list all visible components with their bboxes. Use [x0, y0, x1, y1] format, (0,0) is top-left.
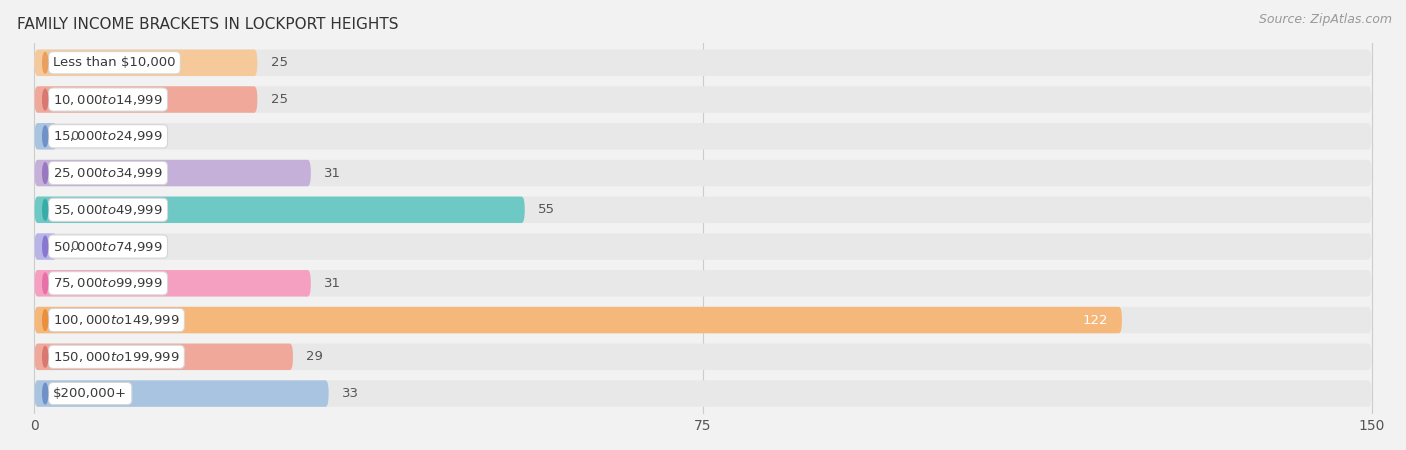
Circle shape	[42, 273, 48, 293]
Text: Less than $10,000: Less than $10,000	[53, 56, 176, 69]
Circle shape	[42, 383, 48, 404]
Text: 29: 29	[307, 350, 323, 363]
FancyBboxPatch shape	[35, 197, 1371, 223]
FancyBboxPatch shape	[35, 233, 1371, 260]
FancyBboxPatch shape	[35, 270, 311, 297]
FancyBboxPatch shape	[35, 123, 56, 149]
Circle shape	[42, 89, 48, 110]
Text: 0: 0	[70, 240, 79, 253]
Circle shape	[42, 346, 48, 367]
FancyBboxPatch shape	[35, 86, 1371, 113]
FancyBboxPatch shape	[35, 197, 524, 223]
FancyBboxPatch shape	[35, 380, 1371, 407]
Text: 31: 31	[325, 166, 342, 180]
FancyBboxPatch shape	[35, 123, 1371, 149]
FancyBboxPatch shape	[35, 233, 56, 260]
Text: 25: 25	[271, 93, 288, 106]
Text: $15,000 to $24,999: $15,000 to $24,999	[53, 129, 163, 143]
FancyBboxPatch shape	[35, 344, 1371, 370]
Text: $25,000 to $34,999: $25,000 to $34,999	[53, 166, 163, 180]
Text: $150,000 to $199,999: $150,000 to $199,999	[53, 350, 180, 364]
FancyBboxPatch shape	[35, 380, 329, 407]
Text: Source: ZipAtlas.com: Source: ZipAtlas.com	[1258, 14, 1392, 27]
Circle shape	[42, 126, 48, 147]
Circle shape	[42, 236, 48, 257]
Text: $50,000 to $74,999: $50,000 to $74,999	[53, 239, 163, 253]
Circle shape	[42, 199, 48, 220]
Text: 25: 25	[271, 56, 288, 69]
FancyBboxPatch shape	[35, 50, 257, 76]
Text: FAMILY INCOME BRACKETS IN LOCKPORT HEIGHTS: FAMILY INCOME BRACKETS IN LOCKPORT HEIGH…	[17, 17, 398, 32]
FancyBboxPatch shape	[35, 307, 1371, 333]
FancyBboxPatch shape	[35, 160, 1371, 186]
Text: $75,000 to $99,999: $75,000 to $99,999	[53, 276, 163, 290]
FancyBboxPatch shape	[35, 160, 311, 186]
Text: 33: 33	[342, 387, 359, 400]
FancyBboxPatch shape	[35, 86, 257, 113]
Circle shape	[42, 310, 48, 330]
Text: 0: 0	[70, 130, 79, 143]
Text: $10,000 to $14,999: $10,000 to $14,999	[53, 93, 163, 107]
FancyBboxPatch shape	[35, 270, 1371, 297]
Circle shape	[42, 53, 48, 73]
Text: 31: 31	[325, 277, 342, 290]
Circle shape	[42, 163, 48, 183]
Text: 55: 55	[538, 203, 555, 216]
Text: 122: 122	[1083, 314, 1108, 327]
FancyBboxPatch shape	[35, 307, 1122, 333]
Text: $35,000 to $49,999: $35,000 to $49,999	[53, 203, 163, 217]
FancyBboxPatch shape	[35, 344, 292, 370]
Text: $200,000+: $200,000+	[53, 387, 127, 400]
Text: $100,000 to $149,999: $100,000 to $149,999	[53, 313, 180, 327]
FancyBboxPatch shape	[35, 50, 1371, 76]
